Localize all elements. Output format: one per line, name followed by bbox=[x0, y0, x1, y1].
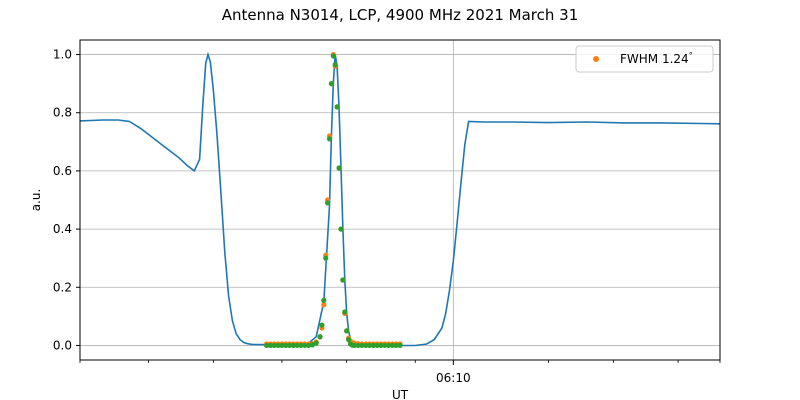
y-axis-label: a.u. bbox=[29, 189, 43, 212]
data-point-series-2 bbox=[342, 309, 348, 315]
data-point-series-2 bbox=[340, 277, 346, 283]
data-point-series-2 bbox=[321, 297, 327, 303]
data-point-series-2 bbox=[385, 342, 392, 349]
y-tick-label: 0.2 bbox=[53, 280, 72, 294]
data-point-series-2 bbox=[351, 342, 357, 349]
data-point-series-2 bbox=[366, 342, 373, 349]
y-tick-label: 0.8 bbox=[53, 106, 72, 120]
data-point-series-2 bbox=[319, 322, 325, 328]
legend-label-degree: ° bbox=[689, 51, 693, 60]
y-tick-label: 0.0 bbox=[53, 338, 72, 352]
legend: FWHM 1.24° bbox=[575, 45, 714, 73]
data-point-series-2 bbox=[336, 165, 342, 171]
data-point-series-2 bbox=[275, 342, 281, 349]
data-point-series-2 bbox=[267, 342, 274, 349]
data-point-series-2 bbox=[325, 200, 331, 206]
plot-area bbox=[80, 51, 720, 349]
data-point-series-1 bbox=[321, 302, 327, 308]
data-point-series-2 bbox=[382, 342, 388, 349]
data-point-series-2 bbox=[323, 255, 329, 261]
data-point-series-2 bbox=[330, 53, 336, 59]
legend-label-text: FWHM 1.24 bbox=[620, 52, 689, 66]
data-point-series-2 bbox=[264, 342, 270, 349]
data-point-series-2 bbox=[283, 342, 289, 349]
y-tick-label: 0.4 bbox=[53, 222, 72, 236]
data-point-series-2 bbox=[313, 340, 319, 346]
legend-box bbox=[575, 45, 714, 73]
data-point-series-2 bbox=[328, 81, 335, 87]
data-point-series-2 bbox=[317, 334, 323, 340]
grid bbox=[80, 40, 720, 360]
data-point-series-2 bbox=[374, 342, 380, 349]
data-point-series-2 bbox=[279, 342, 285, 349]
data-point-series-2 bbox=[363, 342, 369, 349]
data-point-series-2 bbox=[359, 342, 365, 349]
legend-label: FWHM 1.24° bbox=[620, 51, 693, 66]
data-point-series-2 bbox=[298, 342, 304, 349]
data-point-series-2 bbox=[393, 342, 399, 349]
x-tick-label: 06:10 bbox=[436, 371, 471, 385]
data-point-series-2 bbox=[271, 342, 277, 349]
axes: 0.0 0.2 0.4 0.6 0.8 1.0 06:10 bbox=[53, 48, 721, 385]
data-point-series-2 bbox=[334, 104, 340, 110]
data-point-series-2 bbox=[370, 342, 376, 349]
legend-marker bbox=[593, 56, 599, 62]
data-point-series-2 bbox=[397, 342, 403, 349]
data-point-series-2 bbox=[345, 337, 352, 343]
y-tick-label: 1.0 bbox=[53, 48, 72, 62]
series-line bbox=[80, 51, 720, 347]
data-point-series-2 bbox=[305, 342, 312, 349]
data-point-series-2 bbox=[326, 136, 333, 142]
data-point-series-2 bbox=[338, 226, 344, 232]
data-point-series-2 bbox=[355, 342, 361, 349]
data-point-series-2 bbox=[294, 342, 300, 349]
data-point-series-2 bbox=[332, 62, 338, 68]
x-axis-label: UT bbox=[392, 388, 409, 400]
data-point-series-2 bbox=[344, 328, 350, 334]
data-point-series-2 bbox=[389, 342, 395, 349]
data-point-series-2 bbox=[290, 342, 296, 349]
data-point-series-2 bbox=[302, 342, 308, 349]
data-point-series-2 bbox=[286, 342, 293, 349]
chart-title: Antenna N3014, LCP, 4900 MHz 2021 March … bbox=[222, 6, 579, 24]
y-tick-label: 0.6 bbox=[53, 164, 72, 178]
data-point-series-2 bbox=[378, 342, 384, 349]
plot-frame bbox=[79, 39, 721, 361]
